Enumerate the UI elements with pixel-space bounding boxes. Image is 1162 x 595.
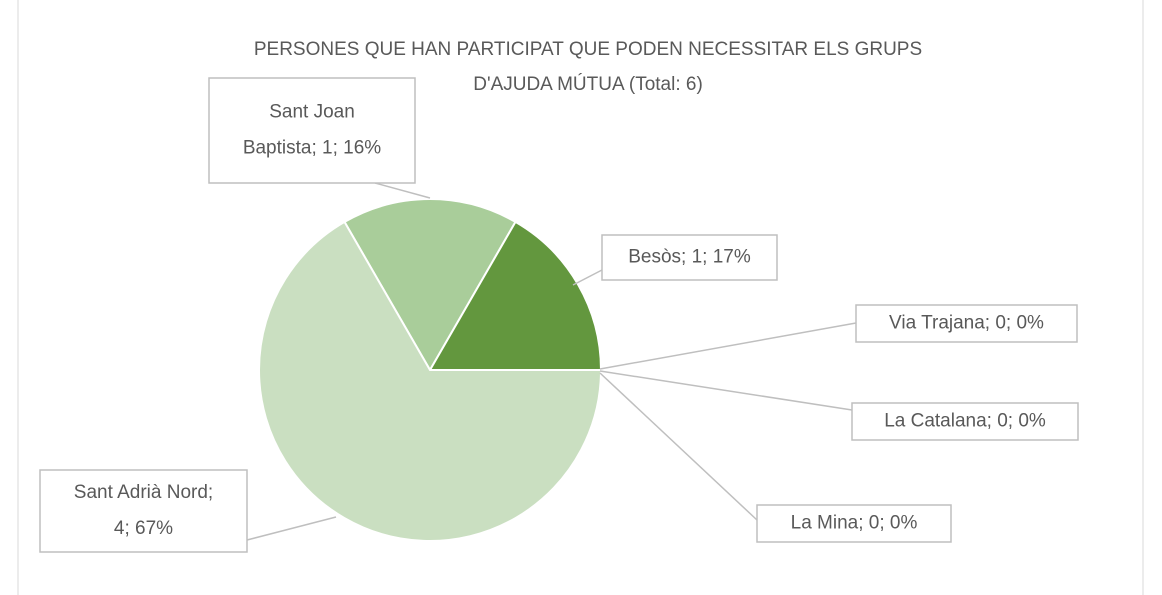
data-label: Baptista; 1; 16%: [243, 138, 381, 159]
data-label: Besòs; 1; 17%: [628, 247, 751, 268]
data-label: Via Trajana; 0; 0%: [889, 313, 1044, 334]
data-label: La Catalana; 0; 0%: [884, 411, 1046, 432]
data-label-box: [756, 504, 952, 543]
data-label-box: [855, 304, 1078, 343]
data-label: La Mina; 0; 0%: [791, 513, 918, 534]
leader-line: [572, 269, 603, 286]
pie-slice: [258, 220, 603, 542]
leader-line: [599, 370, 853, 411]
leader-line: [374, 182, 431, 199]
data-label: 4; 67%: [114, 518, 173, 539]
data-label-box: [851, 402, 1079, 441]
pie-slice: [343, 198, 517, 372]
chart-title: D'AJUDA MÚTUA (Total: 6): [473, 73, 703, 95]
data-label: Sant Joan: [269, 102, 355, 123]
leader-line: [599, 322, 857, 370]
leader-line: [246, 516, 337, 541]
leader-line: [599, 372, 758, 521]
chart-title: PERSONES QUE HAN PARTICIPAT QUE PODEN NE…: [254, 39, 922, 60]
pie-slice: [428, 220, 603, 371]
data-label-box: [208, 77, 416, 184]
data-label-box: [39, 469, 248, 553]
data-label: Sant Adrià Nord;: [74, 482, 213, 503]
data-label-box: [601, 234, 778, 281]
